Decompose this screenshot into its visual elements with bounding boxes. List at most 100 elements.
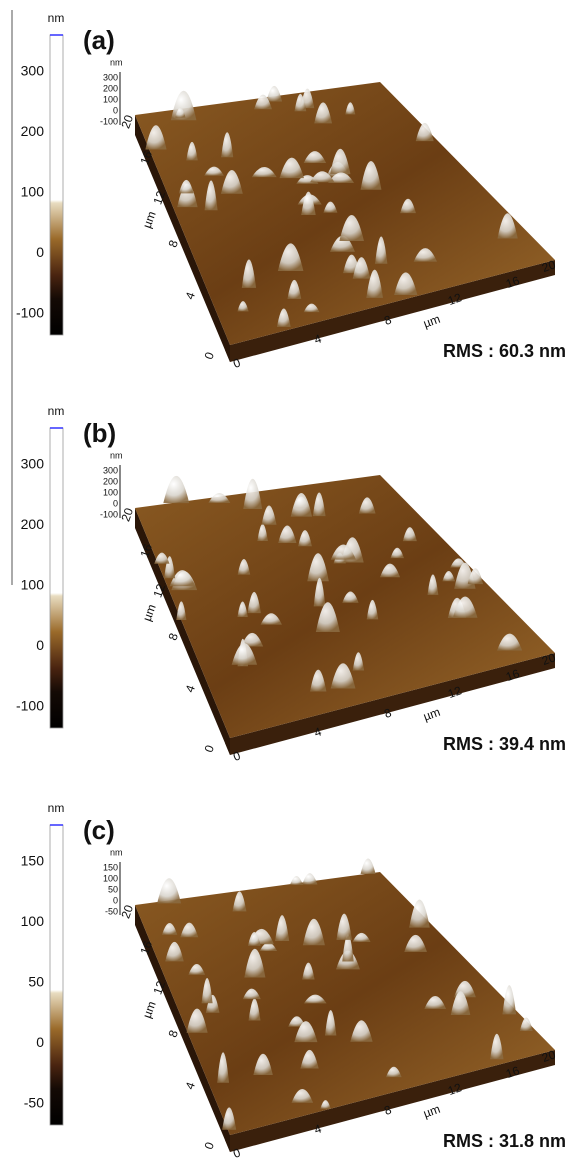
z-tick-label: 100: [103, 873, 118, 883]
surface-peak: [330, 148, 351, 175]
surface-peak: [208, 493, 231, 503]
surface-peak: [277, 243, 304, 272]
surface-peak: [325, 1009, 337, 1036]
surface-side: [135, 508, 230, 755]
surface-peak: [279, 157, 305, 179]
surface-peak: [302, 873, 318, 885]
surface-peak: [237, 301, 249, 312]
colorbar: [49, 427, 64, 729]
surface-side: [225, 260, 555, 362]
y-axis-unit: µm: [140, 209, 159, 230]
colorbar-tick-label: 100: [21, 913, 45, 929]
surface-peak: [339, 214, 364, 241]
x-tick-label: 16: [504, 1063, 522, 1081]
surface-peak: [467, 568, 484, 585]
surface-peak: [291, 1088, 314, 1103]
z-axis-unit: nm: [110, 57, 123, 67]
surface-peak: [288, 1016, 306, 1027]
z-tick-label: -50: [105, 906, 118, 916]
x-tick-label: 8: [382, 705, 393, 721]
surface-peak: [163, 475, 190, 504]
surface-peak: [300, 1049, 319, 1069]
surface-peak: [204, 166, 224, 176]
colorbar: [49, 34, 64, 336]
surface-peak: [342, 934, 354, 962]
surface-peak: [303, 151, 327, 163]
surface-peak: [424, 996, 447, 1009]
z-tick-label: -100: [100, 509, 118, 519]
surface-peak: [188, 964, 206, 975]
surface-peak: [257, 523, 268, 542]
surface-peak: [330, 663, 356, 689]
surface-peak: [220, 169, 243, 194]
surface-peak: [165, 941, 184, 962]
surface-peak: [231, 643, 258, 665]
surface-peak: [294, 93, 307, 112]
colorbar-tick-label: -100: [16, 698, 44, 714]
colorbar-tick-label: 0: [36, 637, 44, 653]
z-tick-label: 200: [103, 83, 118, 93]
z-tick-label: 300: [103, 465, 118, 475]
surface-peak: [502, 985, 517, 1015]
z-tick-label: 150: [103, 862, 118, 872]
z-tick-label: 100: [103, 487, 118, 497]
surface-peak: [237, 559, 251, 575]
y-tick-label: 8: [166, 1028, 182, 1039]
x-axis-unit: µm: [421, 705, 442, 724]
surface-peak: [217, 1052, 230, 1083]
surface-peak: [312, 492, 326, 517]
y-tick-label: 4: [183, 290, 199, 301]
y-tick-label: 0: [202, 743, 218, 754]
z-tick-label: 300: [103, 72, 118, 82]
surface-peak: [402, 527, 417, 542]
y-tick-label: 16: [137, 542, 155, 560]
surface-peak: [186, 1008, 208, 1033]
colorbar-tick-label: 300: [21, 63, 45, 79]
surface-peak: [248, 998, 261, 1021]
surface-peak: [328, 172, 355, 183]
surface-peak: [294, 1021, 318, 1043]
x-axis-unit: µm: [421, 1102, 442, 1121]
x-tick-label: 8: [382, 1102, 393, 1118]
panel: nm(c)150100500-50nm150100500-50048121620…: [21, 801, 566, 1158]
surface-peak: [323, 201, 338, 213]
surface-peak: [180, 922, 199, 938]
colorbar-tick-label: 300: [21, 456, 45, 472]
surface-peak: [352, 652, 365, 671]
surface-peak: [350, 1020, 373, 1042]
y-tick-label: 12: [150, 582, 168, 600]
y-tick-label: 20: [118, 903, 136, 921]
z-tick-label: 50: [108, 884, 118, 894]
surface-peak: [176, 601, 187, 621]
surface-peak: [303, 994, 327, 1004]
x-tick-label: 0: [231, 355, 242, 371]
surface: [135, 82, 555, 345]
colorbar-tick-label: 100: [21, 184, 45, 200]
y-tick-label: 8: [166, 631, 182, 642]
surface-peak: [276, 308, 291, 327]
surface-peak: [336, 913, 352, 940]
surface-peak: [497, 633, 523, 651]
surface-peak: [320, 1100, 331, 1109]
panel-label: (a): [83, 25, 115, 55]
surface-peak: [360, 161, 382, 190]
z-axis-unit: nm: [110, 450, 123, 460]
y-tick-label: 16: [137, 149, 155, 167]
surface-peak: [260, 613, 282, 625]
surface-peak: [157, 878, 182, 904]
surface-peak: [259, 942, 278, 951]
x-tick-label: 4: [312, 331, 323, 347]
surface-peak: [169, 570, 196, 587]
surface-peak: [302, 962, 315, 980]
surface-peak: [290, 492, 313, 517]
surface-peak: [450, 991, 471, 1015]
surface-peak: [298, 530, 312, 547]
surface-peak: [175, 107, 186, 118]
surface-peak: [315, 602, 340, 633]
surface-peak: [247, 591, 261, 614]
surface-peak: [178, 179, 194, 194]
surface-peak: [186, 141, 198, 161]
surface-peak: [352, 932, 371, 942]
surface-peak: [154, 552, 170, 564]
